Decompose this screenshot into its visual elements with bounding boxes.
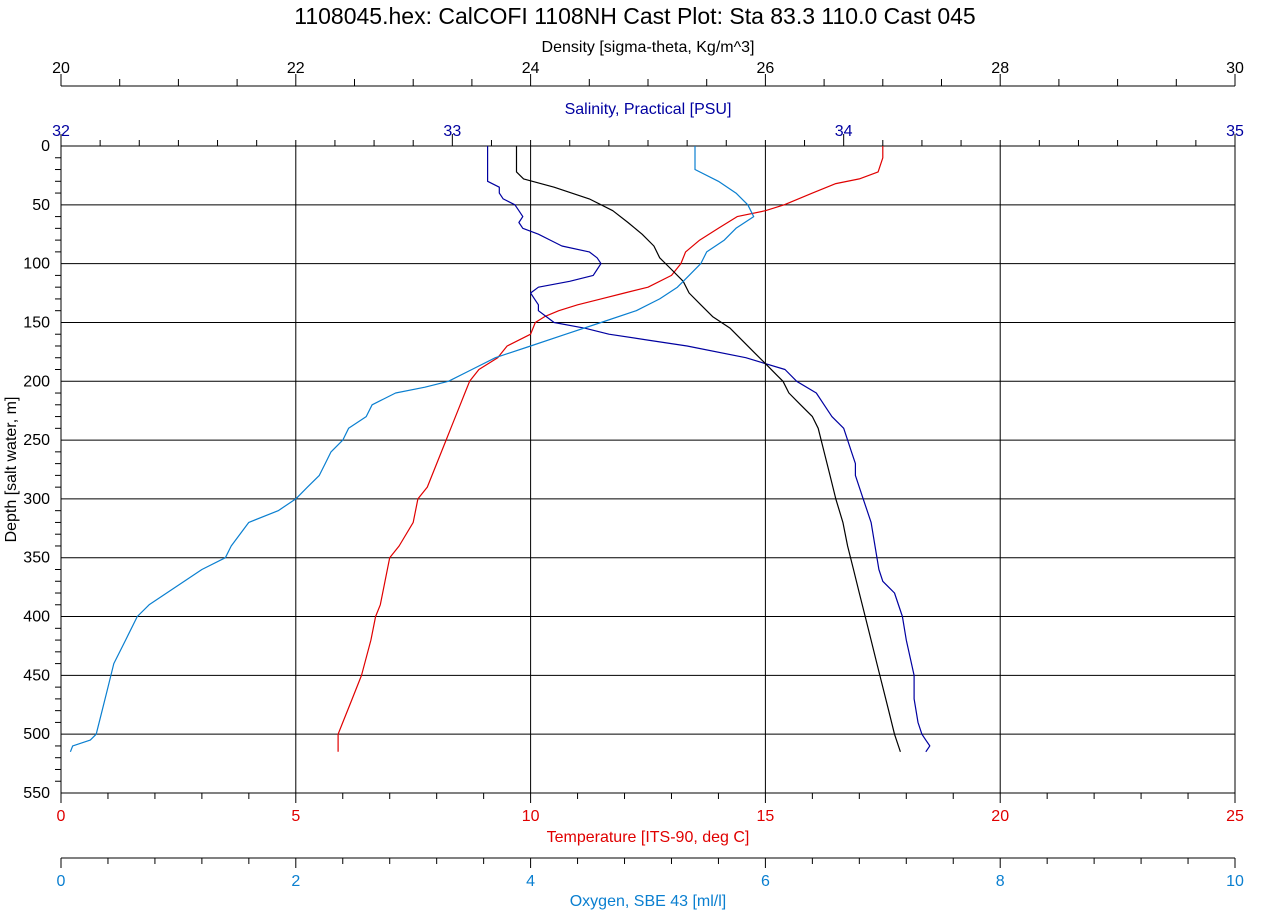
salinity-axis-label: Salinity, Practical [PSU]	[565, 101, 732, 118]
temperature-tick-label: 0	[57, 808, 66, 825]
temperature-tick-label: 15	[757, 808, 775, 825]
salinity-tick-label: 32	[52, 123, 70, 140]
temperature-axis-label: Temperature [ITS-90, deg C]	[547, 829, 750, 846]
density-tick-label: 20	[52, 60, 70, 77]
plot-frame	[60, 145, 1236, 794]
depth-tick-label: 400	[23, 609, 50, 626]
depth-tick-label: 100	[23, 256, 50, 273]
density-profile-line	[515, 146, 901, 752]
oxygen-tick-label: 10	[1226, 873, 1244, 890]
oxygen-axis-label: Oxygen, SBE 43 [ml/l]	[570, 893, 727, 910]
density-axis-label: Density [sigma-theta, Kg/m^3]	[542, 39, 755, 56]
density-tick-label: 26	[757, 60, 775, 77]
temperature-tick-label: 5	[291, 808, 300, 825]
depth-tick-label: 550	[23, 785, 50, 802]
density-tick-label: 22	[287, 60, 305, 77]
temperature-tick-label: 20	[991, 808, 1009, 825]
density-tick-label: 30	[1226, 60, 1244, 77]
salinity-profile-line	[487, 146, 931, 753]
density-tick-label: 24	[522, 60, 540, 77]
plot-series	[69, 146, 931, 753]
depth-tick-label: 500	[23, 726, 50, 743]
depth-tick-label: 350	[23, 550, 50, 567]
depth-tick-label: 0	[41, 138, 50, 155]
salinity-tick-label: 34	[835, 123, 853, 140]
salinity-tick-label: 35	[1226, 123, 1244, 140]
oxygen-tick-label: 6	[761, 873, 770, 890]
depth-tick-label: 250	[23, 432, 50, 449]
density-tick-label: 28	[991, 60, 1009, 77]
depth-tick-label: 50	[32, 197, 50, 214]
temperature-tick-label: 25	[1226, 808, 1244, 825]
plot-grid	[60, 145, 1236, 794]
depth-tick-label: 300	[23, 491, 50, 508]
salinity-tick-label: 33	[443, 123, 461, 140]
depth-tick-label: 150	[23, 314, 50, 331]
depth-tick-label: 450	[23, 667, 50, 684]
depth-axis-label: Depth [salt water, m]	[3, 397, 20, 543]
temperature-tick-label: 10	[522, 808, 540, 825]
temperature-profile-line	[337, 146, 884, 752]
oxygen-tick-label: 0	[57, 873, 66, 890]
chart-title: 1108045.hex: CalCOFI 1108NH Cast Plot: S…	[294, 3, 975, 29]
oxygen-tick-label: 2	[291, 873, 300, 890]
depth-tick-label: 200	[23, 373, 50, 390]
oxygen-tick-label: 4	[526, 873, 535, 890]
oxygen-tick-label: 8	[996, 873, 1005, 890]
oxygen-profile-line	[69, 146, 755, 753]
